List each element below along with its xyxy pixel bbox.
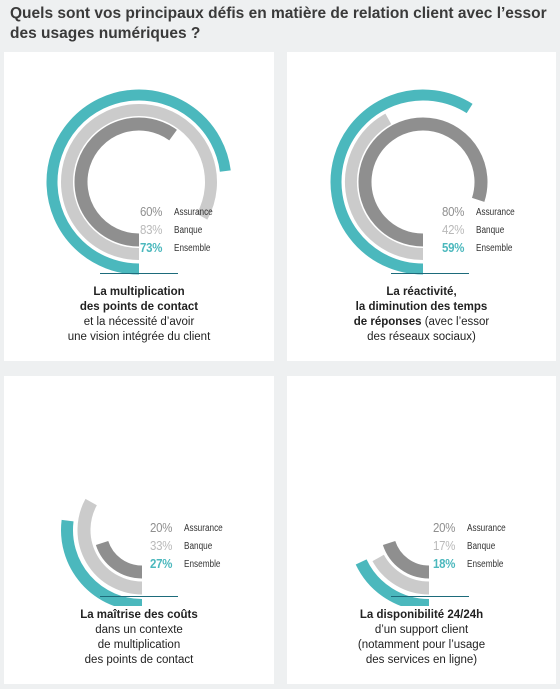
arc-ensemble (61, 519, 143, 606)
legend-label-assurance: Assurance (467, 523, 506, 534)
description-line: une vision intégrée du client (67, 331, 211, 343)
arc-ensemble (355, 559, 430, 606)
legend-label-assurance: Assurance (476, 207, 515, 218)
description-line: de multiplication (97, 639, 181, 651)
radial-chart (330, 89, 488, 275)
arc-banque (77, 498, 143, 595)
radial-chart (46, 89, 231, 275)
arc-banque (372, 554, 430, 595)
description-line: et la nécessité d’avoir (83, 316, 195, 328)
chart-description: La multiplication des points de contact … (4, 285, 274, 345)
data-label-assurance: 60% (140, 204, 163, 219)
radial-chart (61, 498, 143, 606)
divider (100, 596, 178, 597)
description-line: dans un contexte (95, 624, 183, 636)
arc-banque (345, 113, 424, 260)
legend-label-ensemble: Ensemble (184, 559, 221, 570)
data-label-banque: 83% (140, 222, 163, 237)
description-line: (notamment pour l’usage (357, 639, 486, 651)
description-line: des réseaux sociaux) (367, 331, 476, 343)
arc-ensemble (46, 89, 231, 275)
arc-ensemble (330, 89, 473, 275)
data-label-banque: 42% (442, 222, 465, 237)
description-line: des services en ligne) (365, 654, 478, 666)
legend-label-ensemble: Ensemble (467, 559, 504, 570)
description-line: d’un support client (374, 624, 469, 636)
legend-label-ensemble: Ensemble (476, 243, 513, 254)
data-label-assurance: 20% (150, 520, 173, 535)
arc-assurance (358, 117, 488, 247)
legend-label-banque: Banque (467, 541, 496, 552)
legend-label-ensemble: Ensemble (174, 243, 211, 254)
description-line: La multiplication (93, 286, 185, 298)
chart-description: La maîtrise des coûts dans un contexte d… (4, 608, 274, 668)
legend-label-assurance: Assurance (184, 523, 223, 534)
description-bold-part: de réponses (353, 316, 422, 328)
chart-description: La disponibilité 24/24h d’un support cli… (287, 608, 556, 668)
divider (391, 596, 469, 597)
page-title: Quels sont vos principaux défis en matiè… (10, 5, 547, 42)
description-line: des points de contact (84, 654, 194, 666)
data-label-banque: 17% (433, 538, 456, 553)
legend-label-banque: Banque (476, 225, 505, 236)
legend-label-banque: Banque (184, 541, 213, 552)
data-label-ensemble: 59% (442, 240, 465, 255)
divider (100, 273, 178, 274)
description-line: La réactivité, (386, 286, 457, 298)
divider (391, 273, 469, 274)
data-label-assurance: 80% (442, 204, 465, 219)
description-line: de réponses (avec l’essor (287, 315, 556, 330)
data-label-assurance: 20% (433, 520, 456, 535)
data-label-ensemble: 73% (140, 240, 163, 255)
radial-chart (355, 540, 430, 606)
arc-assurance (74, 117, 177, 247)
arc-banque (61, 104, 217, 260)
chart-description: La réactivité, la diminution des temps d… (287, 285, 556, 345)
arc-assurance (382, 540, 430, 579)
legend-label-banque: Banque (174, 225, 203, 236)
data-label-ensemble: 18% (433, 556, 456, 571)
chart-panel-reactivite: 80% Assurance 42% Banque 59% Ensemble La… (287, 52, 556, 361)
description-line: La maîtrise des coûts (80, 609, 198, 621)
description-line: des points de contact (79, 301, 199, 313)
chart-panel-disponibilite: 20% Assurance 17% Banque 18% Ensemble La… (287, 376, 556, 684)
chart-panel-maitrise-couts: 20% Assurance 33% Banque 27% Ensemble La… (4, 376, 274, 684)
data-label-banque: 33% (150, 538, 173, 553)
data-label-ensemble: 27% (150, 556, 173, 571)
legend-label-assurance: Assurance (174, 207, 213, 218)
description-line: La disponibilité 24/24h (359, 609, 484, 621)
description-line: la diminution des temps (355, 301, 488, 313)
chart-panel-points-de-contact: 60% Assurance 83% Banque 73% Ensemble La… (4, 52, 274, 361)
description-rest: (avec l’essor (421, 316, 490, 328)
arc-assurance (95, 540, 143, 579)
